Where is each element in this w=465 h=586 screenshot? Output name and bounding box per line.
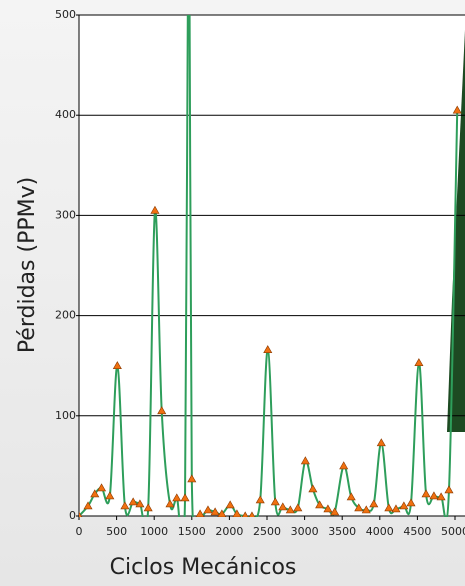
marker: [308, 484, 318, 493]
marker: [187, 474, 197, 483]
x-tick-label: 1000: [140, 525, 168, 538]
marker: [406, 498, 416, 507]
marker: [369, 499, 379, 508]
marker: [315, 500, 325, 509]
marker: [429, 491, 439, 500]
x-tick-label: 500: [106, 525, 127, 538]
marker: [391, 504, 401, 513]
x-tick-label: 3500: [328, 525, 356, 538]
marker: [157, 406, 167, 415]
marker: [135, 499, 145, 508]
y-tick-label: 500: [55, 8, 76, 21]
marker: [300, 456, 310, 465]
marker: [361, 505, 371, 514]
marker: [165, 499, 175, 508]
marker: [105, 491, 115, 500]
marker: [172, 493, 182, 502]
y-tick-label: 200: [55, 309, 76, 322]
x-tick-label: 1500: [178, 525, 206, 538]
x-tick-label: 3000: [291, 525, 319, 538]
marker: [150, 205, 160, 214]
x-tick-label: 2000: [215, 525, 243, 538]
y-tick-label: 300: [55, 208, 76, 221]
marker: [285, 505, 295, 514]
marker: [255, 495, 265, 504]
marker: [248, 511, 256, 517]
marker: [330, 507, 340, 516]
marker: [203, 505, 213, 514]
y-axis-title: Pérdidas (PPMv): [15, 177, 40, 353]
y-tick-label: 400: [55, 108, 76, 121]
marker: [376, 438, 386, 447]
x-tick-label: 4500: [403, 525, 431, 538]
marker: [79, 511, 83, 517]
y-tick-label: 100: [55, 409, 76, 422]
marker: [195, 509, 205, 517]
marker: [143, 503, 153, 512]
marker: [414, 358, 424, 366]
marker: [293, 503, 303, 512]
marker: [83, 501, 93, 510]
marker: [278, 502, 288, 511]
marker: [452, 105, 462, 114]
marker: [444, 485, 454, 494]
marker: [339, 461, 349, 470]
marker: [225, 500, 235, 509]
marker: [97, 483, 107, 492]
marker: [210, 507, 220, 516]
x-axis-title: Ciclos Mecánicos: [110, 555, 297, 580]
marker: [263, 345, 273, 353]
marker: [270, 497, 280, 506]
marker: [241, 511, 249, 517]
marker: [180, 493, 190, 502]
x-tick-label: 0: [76, 525, 83, 538]
marker: [120, 501, 130, 510]
marker: [354, 503, 364, 512]
decorative-panel: [447, 30, 465, 432]
marker: [384, 503, 394, 512]
series-group: [79, 15, 462, 517]
y-tick-label: 0: [69, 509, 76, 522]
marker: [128, 497, 138, 506]
x-tick-label: 4000: [366, 525, 394, 538]
marker: [399, 501, 409, 510]
marker: [232, 509, 242, 517]
x-tick-label: 2500: [253, 525, 281, 538]
marker: [323, 504, 333, 513]
marker: [217, 509, 227, 517]
marker: [112, 361, 122, 370]
marker: [90, 489, 100, 498]
marker: [346, 492, 356, 501]
marker: [436, 492, 446, 501]
marker: [421, 489, 431, 498]
